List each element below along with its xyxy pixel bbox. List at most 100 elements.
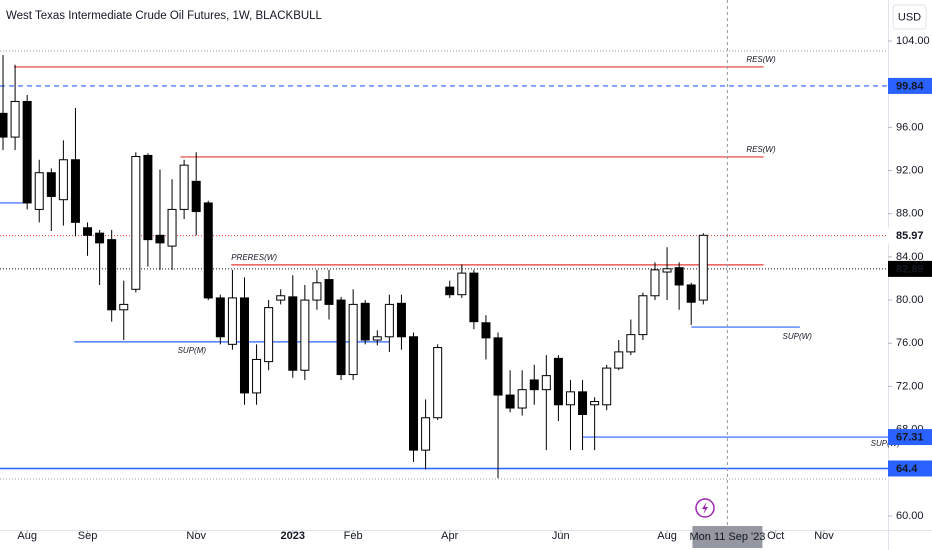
- x-tick-label: Sep: [78, 530, 98, 542]
- currency[interactable]: USD: [898, 11, 921, 23]
- candle-body: [119, 303, 129, 311]
- crosshair-label: Mon 11 Sep '23: [689, 531, 765, 543]
- candle-body: [409, 336, 419, 451]
- price-badge-label: 85.97: [896, 230, 924, 242]
- candle-body: [312, 282, 322, 301]
- y-tick-label: 60.00: [896, 510, 924, 522]
- candle-body: [10, 100, 20, 138]
- level-label: RES(W): [746, 145, 776, 154]
- candle-body: [565, 391, 575, 406]
- candle-body: [505, 394, 515, 409]
- candle-body: [70, 159, 80, 223]
- level-label: SUP(M): [178, 346, 207, 355]
- y-tick-label: 76.00: [896, 337, 924, 349]
- candle-body: [493, 337, 503, 396]
- x-tick-label: Feb: [344, 530, 363, 542]
- price-badge: [888, 227, 932, 244]
- price-badge: [888, 460, 932, 477]
- x-tick-label: Nov: [814, 530, 834, 542]
- x-tick-label: Aug: [17, 530, 37, 542]
- candle-body: [239, 297, 249, 394]
- candle-body: [83, 227, 93, 236]
- candle-body: [650, 269, 660, 297]
- candle-body: [22, 100, 32, 204]
- level-label: SUP(W): [871, 439, 901, 448]
- candle-body: [372, 336, 382, 341]
- candle-body: [95, 232, 105, 244]
- level-label: RES(W): [746, 55, 776, 64]
- candle-body: [421, 417, 431, 451]
- price-badge: [888, 77, 932, 94]
- candle-body: [481, 322, 491, 339]
- chart-title: West Texas Intermediate Crude Oil Future…: [6, 10, 323, 22]
- x-tick-label: 2023: [281, 530, 305, 542]
- x-tick-label: Aug: [657, 530, 677, 542]
- candle-body: [686, 284, 696, 303]
- candle-body: [517, 389, 527, 409]
- candle-body: [433, 347, 443, 419]
- candle-body: [264, 307, 274, 363]
- candle-body: [396, 302, 406, 338]
- candle-body: [578, 391, 588, 416]
- candle-body: [46, 172, 56, 197]
- candle-body: [626, 334, 636, 353]
- y-tick-label: 104.00: [896, 35, 930, 47]
- candle-body: [215, 297, 225, 338]
- candle-body: [58, 159, 68, 201]
- x-tick-label: Nov: [186, 530, 206, 542]
- x-tick-label: Oct: [767, 530, 784, 542]
- crosshair-badge: [692, 526, 763, 548]
- candle-body: [457, 272, 467, 296]
- price-badge-label: 82.89: [896, 263, 924, 275]
- y-tick-label: 96.00: [896, 121, 924, 133]
- candle-body: [0, 112, 8, 138]
- candle-body: [384, 303, 394, 338]
- currency-button[interactable]: [892, 4, 927, 30]
- event-bolt[interactable]: [702, 502, 708, 514]
- candle-body: [348, 303, 358, 376]
- candle-body: [336, 299, 346, 376]
- y-tick-label: 72.00: [896, 380, 924, 392]
- candle-body: [227, 297, 237, 345]
- y-tick-label: 84.00: [896, 251, 924, 263]
- y-tick-label: 80.00: [896, 294, 924, 306]
- candle-body: [360, 302, 370, 341]
- candle-body: [155, 234, 165, 244]
- candle-body: [698, 234, 708, 301]
- x-tick-label: Jun: [552, 530, 570, 542]
- candle-body: [614, 351, 624, 369]
- price-badge-label: 67.31: [896, 431, 924, 443]
- overlay: 104.00 96.00 92.00 88.00 84.00 80.00 76.00 72.0…: [17, 0, 932, 548]
- price-badge: [888, 260, 932, 277]
- candle-body: [674, 267, 684, 286]
- x-tick-label: Apr: [441, 530, 458, 542]
- candle-body: [107, 239, 117, 311]
- candle-body: [553, 357, 563, 406]
- candle-body: [276, 295, 286, 301]
- plot-area: RES(W) RES(W) PRERES(W) SUP(M) SUP(W) SUP(W): [0, 50, 901, 480]
- candle-body: [191, 180, 201, 213]
- candle-body: [203, 202, 213, 299]
- y-tick-label: 88.00: [896, 208, 924, 220]
- candle-body: [602, 367, 612, 406]
- candle-body: [541, 375, 551, 391]
- candle-body: [469, 272, 479, 323]
- candle-body: [445, 286, 455, 296]
- candle-body: [300, 299, 310, 371]
- candle-body: [252, 358, 262, 394]
- candle-body: [662, 268, 672, 273]
- candle-body: [288, 296, 298, 371]
- price-badge: [888, 429, 932, 446]
- price-badge-label: 99.84: [896, 80, 924, 92]
- candle-body: [590, 401, 600, 406]
- candle-body: [131, 156, 141, 290]
- candle-body: [529, 379, 539, 391]
- candle-body: [143, 154, 153, 241]
- event-icon[interactable]: [695, 498, 715, 518]
- candle-body: [179, 164, 189, 210]
- price-badge-label: 64.4: [896, 463, 918, 475]
- candle-body: [324, 279, 334, 305]
- level-label: PRERES(W): [231, 253, 277, 262]
- level-label: SUP(W): [783, 332, 813, 341]
- candle-body: [34, 172, 44, 210]
